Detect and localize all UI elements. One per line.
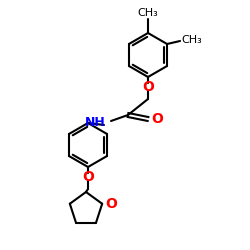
- Text: NH: NH: [85, 116, 106, 130]
- Text: O: O: [82, 170, 94, 184]
- Text: O: O: [105, 197, 117, 211]
- Text: CH₃: CH₃: [138, 8, 158, 18]
- Text: CH₃: CH₃: [181, 35, 202, 45]
- Text: O: O: [151, 112, 163, 126]
- Text: O: O: [142, 80, 154, 94]
